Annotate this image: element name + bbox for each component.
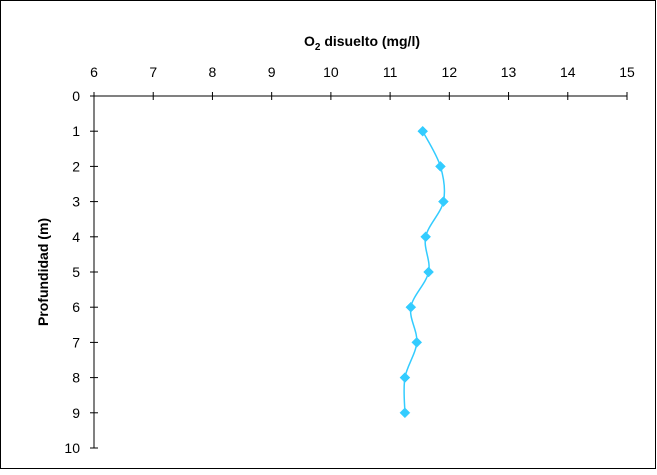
data-point-marker xyxy=(405,301,417,313)
data-point-marker xyxy=(420,231,431,243)
x-tick-label: 14 xyxy=(560,64,576,80)
data-point-marker xyxy=(438,196,449,207)
x-tick-label: 11 xyxy=(383,64,398,80)
y-tick-label: 0 xyxy=(72,88,80,104)
y-axis-title: Profundidad (m) xyxy=(35,218,51,326)
x-axis-title: O2 disuelto (mg/l) xyxy=(304,33,420,53)
x-tick-label: 9 xyxy=(268,64,276,80)
y-tick-label: 1 xyxy=(72,123,80,139)
y-tick-label: 9 xyxy=(72,405,80,421)
x-axis-title-rest: disuelto (mg/l) xyxy=(320,33,420,49)
x-axis-title-main: O xyxy=(304,33,315,49)
y-tick-label: 3 xyxy=(72,194,80,210)
x-tick-label: 13 xyxy=(501,64,517,80)
data-point-marker xyxy=(399,407,411,419)
x-tick-label: 12 xyxy=(442,64,458,80)
y-tick-label: 10 xyxy=(64,440,80,456)
y-tick-label: 4 xyxy=(72,229,80,245)
y-tick-label: 2 xyxy=(72,158,80,174)
y-tick-label: 5 xyxy=(72,264,80,280)
y-tick-label: 7 xyxy=(72,334,80,350)
x-tick-label: 8 xyxy=(209,64,217,80)
y-tick-label: 6 xyxy=(72,299,80,315)
data-point-marker xyxy=(399,372,411,383)
x-tick-label: 15 xyxy=(619,64,635,80)
x-tick-label: 10 xyxy=(323,64,339,80)
data-point-marker xyxy=(423,266,434,278)
data-point-marker xyxy=(435,161,446,172)
x-axis-title-sub: 2 xyxy=(315,42,321,53)
x-tick-label: 6 xyxy=(90,64,98,80)
y-tick-label: 8 xyxy=(72,370,80,386)
series-group xyxy=(399,125,449,419)
data-point-marker xyxy=(417,125,429,137)
data-point-marker xyxy=(411,337,423,348)
x-tick-label: 7 xyxy=(149,64,157,80)
